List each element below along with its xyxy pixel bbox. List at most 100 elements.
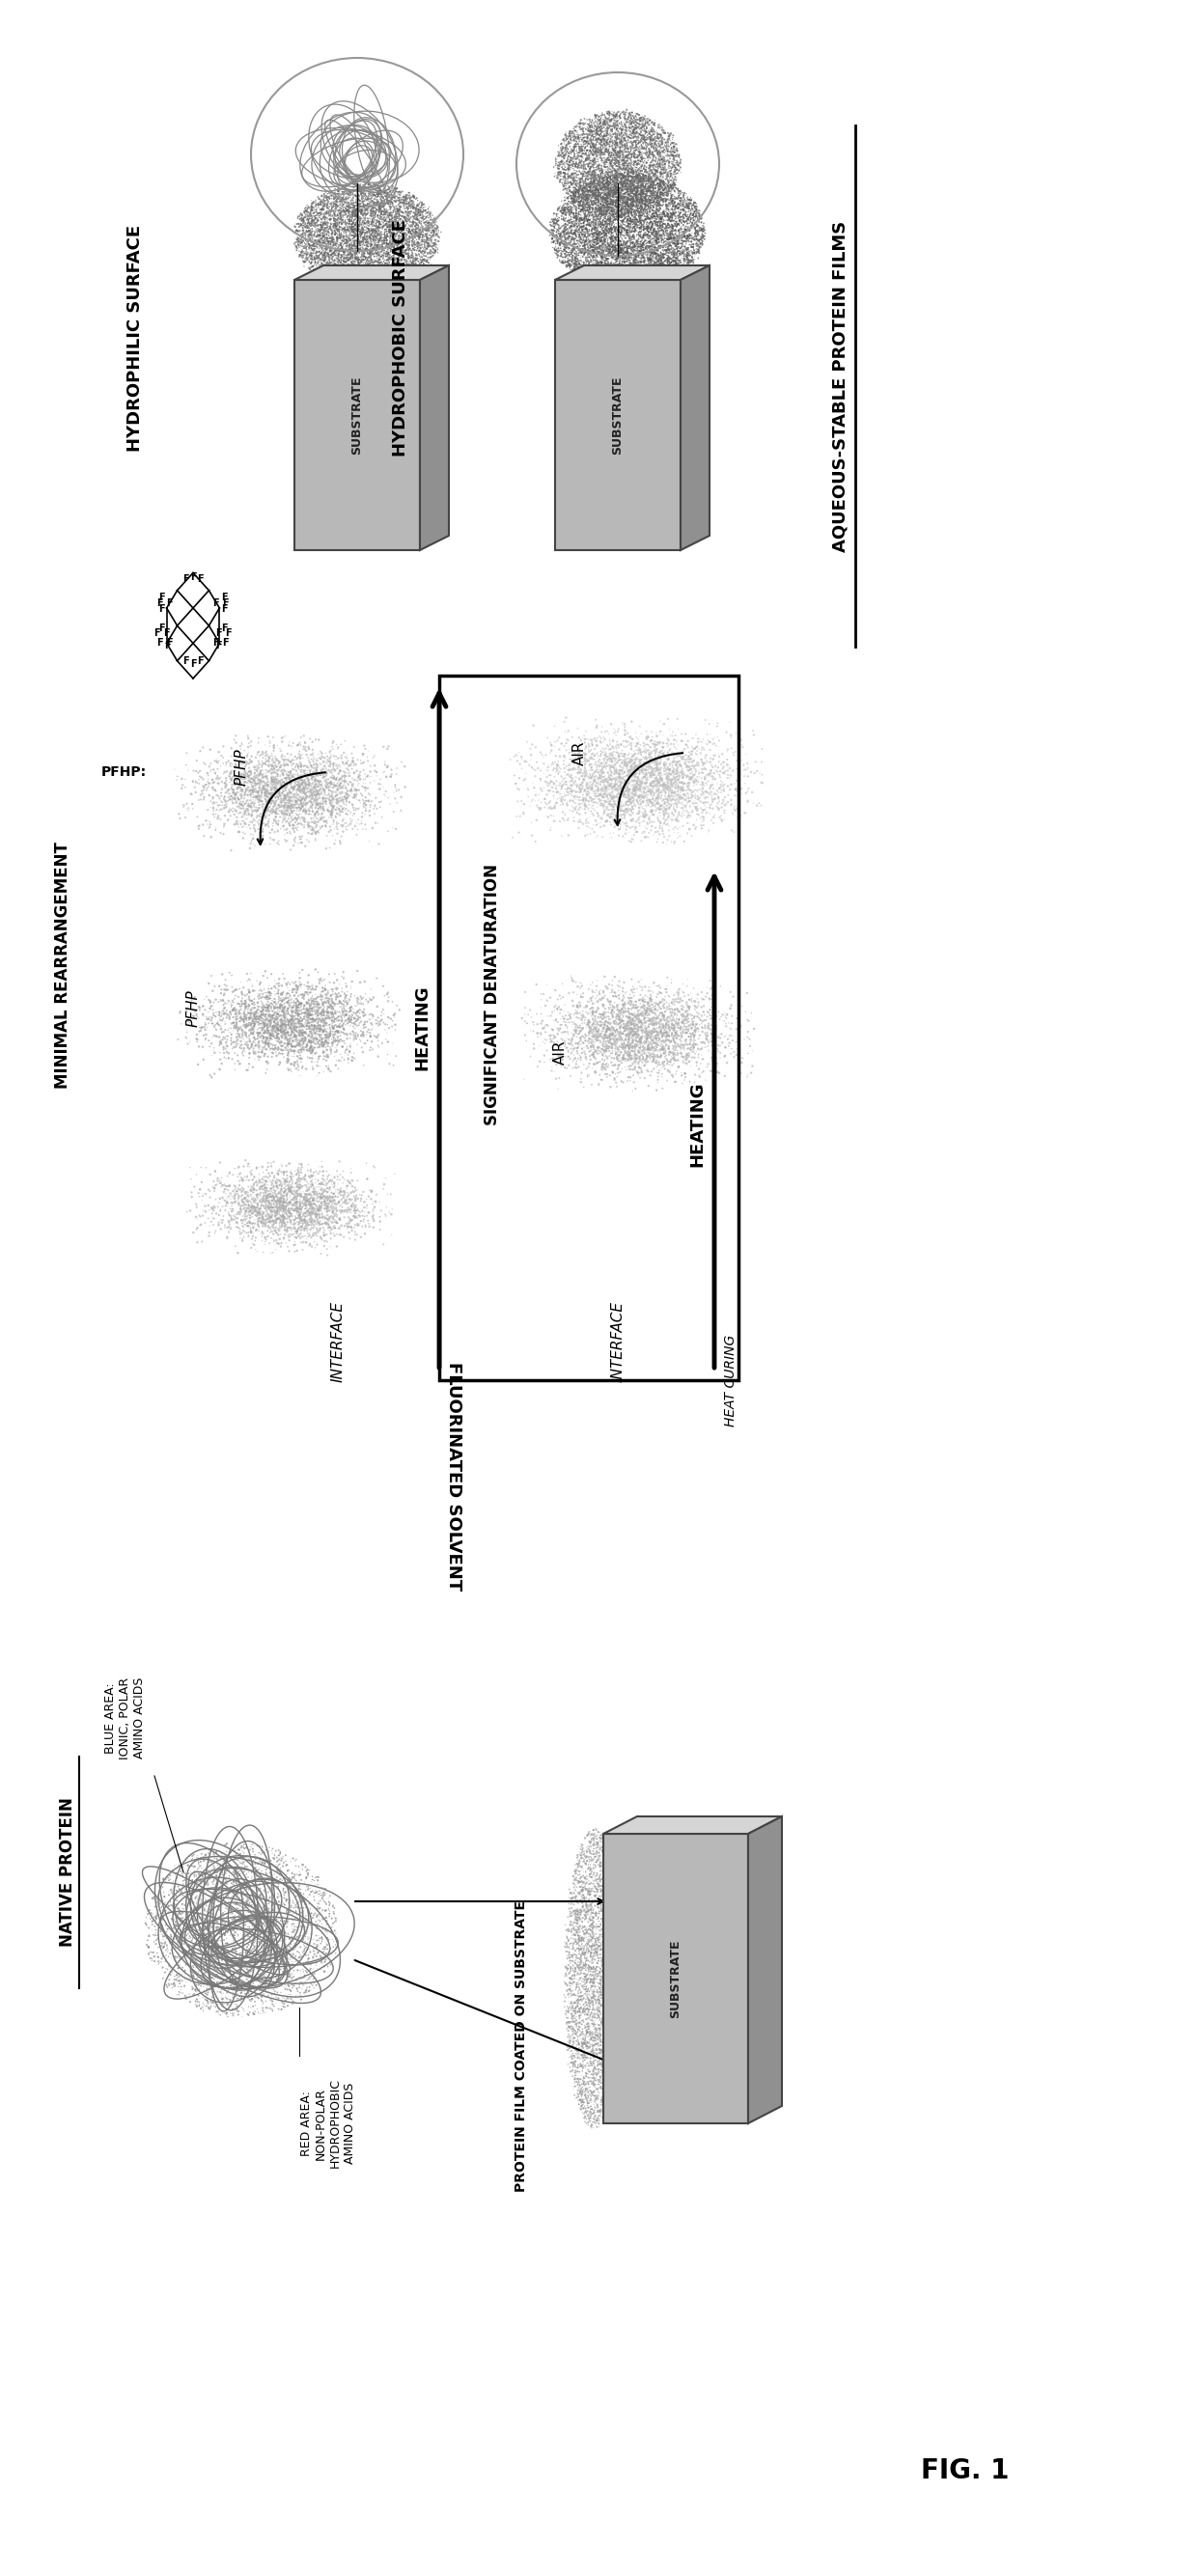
Point: [626, 111, 645, 152]
Point: [604, 196, 624, 237]
Point: [215, 781, 235, 822]
Point: [265, 1005, 284, 1046]
Point: [581, 1899, 600, 1940]
Point: [163, 1950, 182, 1991]
Point: [640, 191, 660, 232]
Point: [578, 191, 597, 232]
Point: [628, 155, 648, 196]
Point: [284, 750, 303, 791]
Point: [662, 219, 681, 260]
Point: [591, 193, 610, 234]
Point: [302, 1216, 321, 1257]
Point: [606, 157, 625, 198]
Point: [170, 1901, 189, 1942]
Point: [267, 1203, 286, 1244]
Point: [587, 1030, 606, 1072]
Point: [591, 185, 610, 227]
Point: [330, 211, 350, 252]
Point: [378, 1020, 397, 1061]
Point: [257, 992, 277, 1033]
Point: [361, 247, 381, 289]
Point: [664, 234, 683, 276]
Point: [357, 791, 376, 832]
Point: [172, 1873, 192, 1914]
Point: [555, 793, 575, 835]
Point: [608, 124, 627, 165]
Point: [668, 234, 687, 276]
Point: [571, 1929, 590, 1971]
Point: [226, 796, 245, 837]
Point: [320, 1177, 339, 1218]
Point: [405, 222, 424, 263]
Point: [329, 255, 348, 296]
Point: [314, 247, 333, 289]
Point: [534, 1007, 553, 1048]
Point: [593, 1028, 612, 1069]
Point: [572, 142, 591, 183]
Point: [587, 222, 606, 263]
Point: [308, 781, 327, 822]
Point: [259, 1177, 278, 1218]
Point: [579, 242, 598, 283]
Point: [227, 999, 247, 1041]
Point: [348, 214, 367, 255]
Point: [603, 227, 622, 268]
Point: [658, 175, 678, 216]
Point: [624, 1002, 643, 1043]
Point: [558, 126, 577, 167]
Point: [514, 791, 533, 832]
Point: [553, 242, 572, 283]
Point: [296, 242, 315, 283]
Point: [323, 783, 342, 824]
Point: [192, 775, 211, 817]
Point: [614, 155, 633, 196]
Point: [572, 178, 591, 219]
Point: [293, 214, 312, 255]
Point: [591, 216, 610, 258]
Point: [576, 1012, 595, 1054]
Point: [594, 160, 613, 201]
Point: [612, 1018, 631, 1059]
Point: [162, 1963, 181, 2004]
Point: [360, 240, 379, 281]
Point: [290, 224, 309, 265]
Point: [624, 778, 643, 819]
Point: [284, 1041, 303, 1082]
Point: [233, 811, 253, 853]
Point: [333, 999, 352, 1041]
Point: [324, 1002, 344, 1043]
Point: [578, 1002, 597, 1043]
Point: [287, 1182, 306, 1224]
Point: [543, 1018, 563, 1059]
Point: [320, 1162, 339, 1203]
Point: [236, 1005, 255, 1046]
Point: [604, 165, 624, 206]
Point: [603, 1929, 622, 1971]
Point: [330, 791, 350, 832]
Point: [341, 250, 360, 291]
Point: [338, 778, 357, 819]
Point: [393, 237, 412, 278]
Point: [414, 234, 433, 276]
Point: [581, 160, 600, 201]
Point: [409, 245, 429, 286]
Point: [321, 793, 340, 835]
Point: [233, 1870, 253, 1911]
Point: [583, 152, 602, 193]
Point: [174, 1873, 193, 1914]
Point: [597, 183, 616, 224]
Point: [600, 126, 619, 167]
Point: [309, 1203, 328, 1244]
Point: [607, 750, 626, 791]
Point: [600, 2022, 619, 2063]
Point: [584, 126, 603, 167]
Point: [571, 781, 590, 822]
Point: [360, 791, 379, 832]
Point: [351, 242, 370, 283]
Point: [280, 1968, 299, 2009]
Point: [567, 2050, 587, 2092]
Point: [350, 245, 369, 286]
Point: [594, 180, 613, 222]
Point: [585, 126, 604, 167]
Point: [223, 1880, 242, 1922]
